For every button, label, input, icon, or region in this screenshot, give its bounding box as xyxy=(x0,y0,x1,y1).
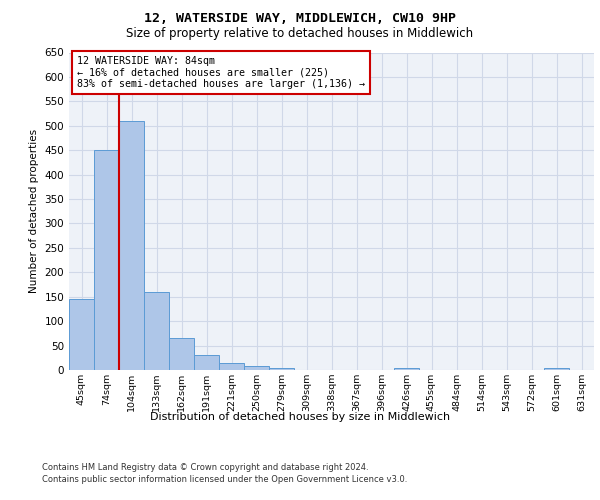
Text: Contains public sector information licensed under the Open Government Licence v3: Contains public sector information licen… xyxy=(42,475,407,484)
Text: Contains HM Land Registry data © Crown copyright and database right 2024.: Contains HM Land Registry data © Crown c… xyxy=(42,462,368,471)
Bar xyxy=(244,366,269,370)
Text: Size of property relative to detached houses in Middlewich: Size of property relative to detached ho… xyxy=(127,28,473,40)
Text: Distribution of detached houses by size in Middlewich: Distribution of detached houses by size … xyxy=(150,412,450,422)
Bar xyxy=(394,368,419,370)
Bar xyxy=(194,356,219,370)
Bar xyxy=(69,299,94,370)
Bar xyxy=(269,368,294,370)
Text: 12 WATERSIDE WAY: 84sqm
← 16% of detached houses are smaller (225)
83% of semi-d: 12 WATERSIDE WAY: 84sqm ← 16% of detache… xyxy=(77,56,365,89)
Bar xyxy=(544,368,569,370)
Bar xyxy=(144,292,169,370)
Bar xyxy=(219,362,244,370)
Bar xyxy=(94,150,119,370)
Bar xyxy=(169,338,194,370)
Bar xyxy=(119,121,144,370)
Y-axis label: Number of detached properties: Number of detached properties xyxy=(29,129,39,294)
Text: 12, WATERSIDE WAY, MIDDLEWICH, CW10 9HP: 12, WATERSIDE WAY, MIDDLEWICH, CW10 9HP xyxy=(144,12,456,26)
